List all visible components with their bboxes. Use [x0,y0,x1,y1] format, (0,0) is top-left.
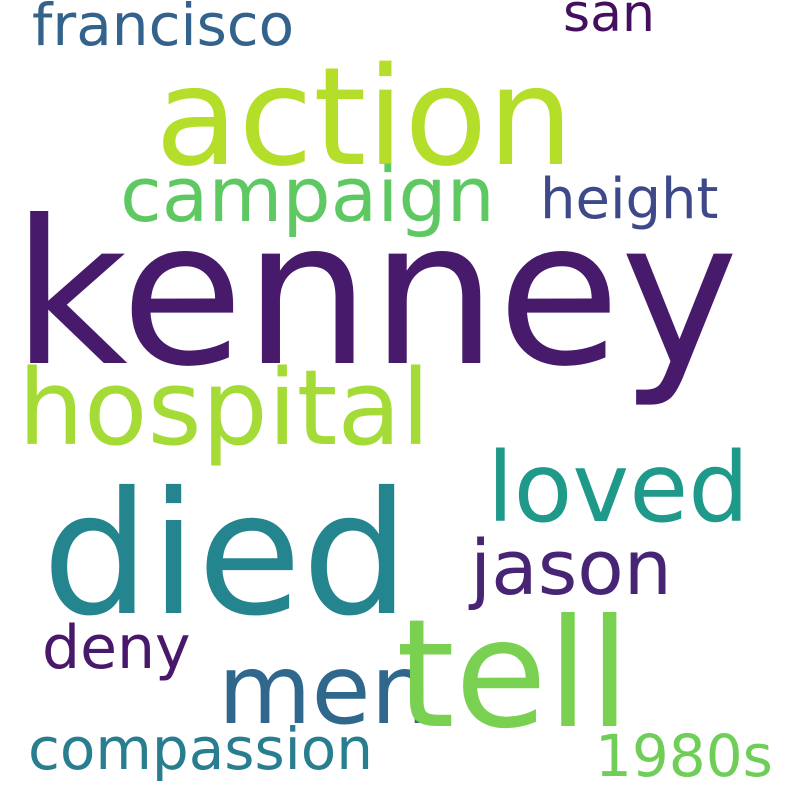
word-men: men [218,634,432,746]
word-san: san [563,0,655,44]
word-1980s: 1980s [595,722,773,790]
word-died: died [42,456,410,654]
word-kenney: kenney [12,178,739,411]
word-compassion: compassion [28,715,374,783]
word-campaign: campaign [120,150,495,239]
word-action: action [155,39,574,197]
word-deny: deny [42,613,191,683]
word-francisco: francisco [32,0,295,59]
word-height: height [540,167,719,232]
word-loved: loved [487,432,750,544]
word-hospital: hospital [18,347,431,469]
word-jason: jason [470,523,672,612]
word-tell: tell [396,588,631,762]
